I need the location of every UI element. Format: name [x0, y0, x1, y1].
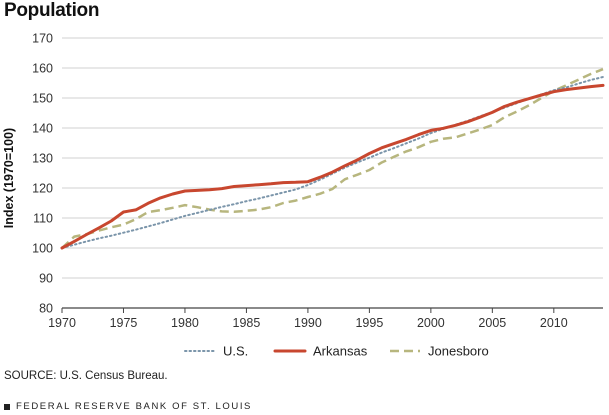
line-chart: 80 90 100 110 120 130 140 150 160 170 1970 1975 198… — [2, 32, 605, 359]
series-lines — [60, 68, 605, 250]
x-tick-label: 1995 — [355, 316, 383, 330]
legend-label-arkansas: Arkansas — [313, 344, 368, 359]
chart-title: Population — [4, 0, 100, 21]
y-tick-labels: 80 90 100 110 120 130 140 150 160 170 — [32, 32, 53, 316]
x-tick-label: 2010 — [540, 316, 568, 330]
y-tick-label: 150 — [32, 92, 53, 106]
grid-lines — [62, 37, 603, 279]
y-tick-label: 90 — [39, 272, 53, 286]
legend: U.S. Arkansas Jonesboro — [184, 344, 489, 359]
y-axis-label: Index (1970=100) — [2, 128, 16, 228]
y-tick-label: 160 — [32, 62, 53, 76]
y-tick-label: 140 — [32, 122, 53, 136]
footer-text: FEDERAL RESERVE BANK OF ST. LOUIS — [16, 401, 252, 412]
x-tick-label: 1985 — [233, 316, 261, 330]
x-tick-label: 2000 — [417, 316, 445, 330]
y-tick-label: 110 — [33, 212, 53, 226]
y-tick-label: 130 — [32, 152, 53, 166]
source-note: SOURCE: U.S. Census Bureau. — [4, 370, 168, 382]
x-tick-labels: 1970 1975 1980 1985 1990 1995 2000 2005 2010 — [48, 316, 568, 330]
fed-logo-square — [4, 403, 10, 410]
x-tick-label: 2005 — [478, 316, 506, 330]
y-tick-label: 80 — [39, 302, 53, 316]
arkansas-series-line — [60, 83, 605, 250]
jonesboro-series-line — [61, 68, 604, 249]
y-tick-label: 120 — [32, 182, 53, 196]
x-tick-label: 1990 — [294, 316, 322, 330]
x-tick-label: 1970 — [48, 316, 76, 330]
y-tick-label: 170 — [32, 32, 53, 46]
x-tick-label: 1975 — [110, 316, 138, 330]
us-series-line — [61, 76, 604, 249]
x-tick-label: 1980 — [171, 316, 199, 330]
legend-label-us: U.S. — [223, 344, 248, 359]
y-tick-label: 100 — [32, 242, 53, 256]
footer: FEDERAL RESERVE BANK OF ST. LOUIS — [4, 401, 252, 412]
axes — [61, 307, 603, 313]
legend-label-jonesboro: Jonesboro — [428, 344, 489, 359]
